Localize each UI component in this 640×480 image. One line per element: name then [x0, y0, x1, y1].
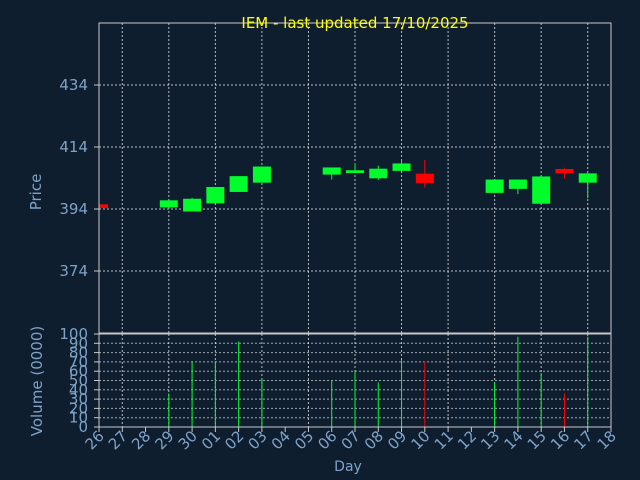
candle-body — [532, 176, 551, 204]
candle-body — [346, 170, 364, 174]
price-axis-label: Price — [27, 174, 45, 211]
x-axis-ticks: 2627282930010203040506070809101112131415… — [82, 427, 620, 453]
candle-body — [415, 173, 434, 183]
price-tick-label: 394 — [59, 200, 88, 218]
candle-body — [183, 198, 202, 212]
volume-tick-label: 90 — [69, 334, 88, 352]
candle-body — [159, 200, 178, 208]
candle-body — [229, 176, 248, 192]
price-tick-label: 374 — [59, 262, 88, 280]
candle-body — [578, 173, 597, 183]
candle-body — [369, 168, 388, 179]
candle-body — [392, 163, 411, 171]
volume-tick-label: 40 — [69, 381, 88, 399]
candle-body — [99, 204, 108, 209]
volume-bars — [168, 336, 589, 427]
candle-body — [206, 186, 225, 204]
volume-tick-label: 50 — [69, 372, 88, 390]
price-tick-label: 434 — [59, 76, 88, 94]
x-tick-label: 18 — [594, 427, 620, 453]
volume-tick-label: 100 — [59, 325, 88, 343]
volume-tick-label: 30 — [69, 390, 88, 408]
candle-body — [322, 167, 341, 175]
volume-tick-label: 20 — [69, 399, 88, 417]
price-y-ticks: 374 394 414 434 — [59, 76, 99, 280]
volume-tick-label: 70 — [69, 353, 88, 371]
volume-tick-label: 60 — [69, 362, 88, 380]
chart-title: IEM - last updated 17/10/2025 — [241, 14, 469, 32]
x-axis-label: Day — [334, 459, 362, 475]
price-tick-label: 414 — [59, 138, 88, 156]
price-candles — [98, 159, 597, 212]
candle-body — [252, 166, 271, 183]
candle-body — [555, 169, 574, 174]
candle-body — [508, 179, 527, 189]
price-plot-frame — [98, 22, 612, 334]
volume-tick-label: 80 — [69, 344, 88, 362]
candle-body — [485, 179, 504, 193]
volume-axis-label: Volume (0000) — [28, 326, 46, 436]
volume-tick-label: 10 — [69, 409, 88, 427]
volume-tick-label: 0 — [78, 418, 88, 436]
